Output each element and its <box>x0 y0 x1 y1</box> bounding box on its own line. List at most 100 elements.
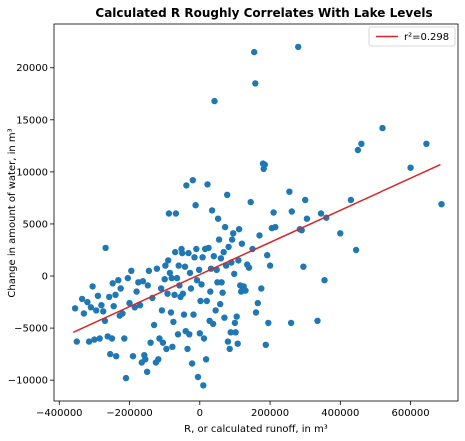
data-point <box>87 304 95 311</box>
data-point <box>261 161 268 168</box>
data-point <box>256 232 263 239</box>
data-point <box>262 341 269 348</box>
data-point <box>96 335 103 342</box>
data-point <box>214 215 222 222</box>
data-point <box>128 267 135 274</box>
x-tick-label: −200000 <box>106 408 153 419</box>
data-point <box>173 274 181 282</box>
data-point <box>379 124 386 132</box>
legend-label: r²=0.298 <box>404 32 449 43</box>
data-point <box>212 307 219 314</box>
data-point <box>235 257 242 264</box>
chart-title: Calculated R Roughly Correlates With Lak… <box>95 6 432 20</box>
data-point <box>407 164 414 171</box>
data-point <box>317 210 325 217</box>
data-point <box>98 302 105 309</box>
data-point <box>168 274 175 282</box>
data-point <box>226 345 233 353</box>
y-tick-label: 15000 <box>16 115 48 126</box>
data-point <box>162 262 169 269</box>
data-point <box>112 291 119 298</box>
data-point <box>166 269 174 277</box>
data-point <box>170 318 177 326</box>
data-point <box>124 274 131 282</box>
data-point <box>91 336 98 343</box>
data-point <box>303 215 311 222</box>
x-axis-ticks: −400000 −200000 0 200000 400000 600000 <box>36 401 430 419</box>
data-point <box>352 246 360 254</box>
data-point <box>121 335 128 342</box>
data-point <box>200 335 208 342</box>
data-point <box>145 267 153 274</box>
data-point <box>251 48 258 56</box>
data-point <box>143 368 151 375</box>
data-point <box>197 297 204 305</box>
data-point <box>109 280 116 287</box>
x-tick-label: −400000 <box>36 408 83 419</box>
data-point <box>147 339 154 346</box>
data-point <box>228 236 236 243</box>
data-point <box>117 285 124 292</box>
data-point <box>221 223 229 231</box>
fit-line-layer <box>72 163 441 333</box>
data-point <box>314 317 321 324</box>
data-point <box>158 307 166 314</box>
data-point <box>252 309 260 316</box>
data-point <box>242 287 249 294</box>
data-point <box>179 249 186 257</box>
y-tick-label: 20000 <box>16 63 48 74</box>
data-point <box>235 226 243 233</box>
data-point <box>129 353 137 360</box>
data-point <box>188 360 196 367</box>
data-point <box>287 319 295 327</box>
data-point <box>110 303 117 310</box>
data-point <box>100 308 107 315</box>
data-point <box>189 177 196 184</box>
data-point <box>203 297 210 305</box>
data-point <box>172 210 180 217</box>
data-point <box>142 356 149 363</box>
y-tick-label: 0 <box>42 272 48 283</box>
data-point <box>107 350 114 358</box>
data-point <box>175 262 182 269</box>
data-point <box>157 285 165 292</box>
y-axis-ticks: −10000 −5000 0 5000 10000 15000 20000 <box>8 63 54 387</box>
data-point <box>438 201 445 208</box>
data-point <box>89 283 96 290</box>
data-point <box>183 182 190 189</box>
data-point <box>186 331 193 338</box>
data-point <box>347 196 355 204</box>
points-layer <box>71 43 445 389</box>
y-axis-label: Change in amount of water, in m³ <box>7 128 18 297</box>
data-point <box>139 278 147 285</box>
data-point <box>215 236 223 243</box>
data-point <box>247 198 254 206</box>
data-point <box>165 210 173 217</box>
data-point <box>266 262 274 269</box>
data-point <box>102 244 109 252</box>
data-point <box>153 265 161 272</box>
data-point <box>165 257 172 264</box>
data-point <box>230 230 237 237</box>
data-point <box>115 277 122 284</box>
data-point <box>358 140 365 147</box>
data-point <box>210 253 217 260</box>
data-point <box>227 329 234 336</box>
data-point <box>73 338 81 345</box>
data-point <box>205 244 212 252</box>
y-tick-label: 5000 <box>23 219 48 230</box>
data-point <box>169 343 176 350</box>
data-point <box>122 374 130 382</box>
data-point <box>225 243 232 251</box>
data-point <box>195 266 203 273</box>
data-point <box>85 338 93 345</box>
data-point <box>126 299 133 307</box>
data-point <box>245 264 253 271</box>
data-point <box>234 340 241 347</box>
data-point <box>71 305 79 312</box>
data-point <box>423 140 430 147</box>
data-point <box>119 310 126 317</box>
data-point <box>204 181 211 188</box>
data-point <box>193 245 200 253</box>
x-tick-label: 400000 <box>321 408 359 419</box>
